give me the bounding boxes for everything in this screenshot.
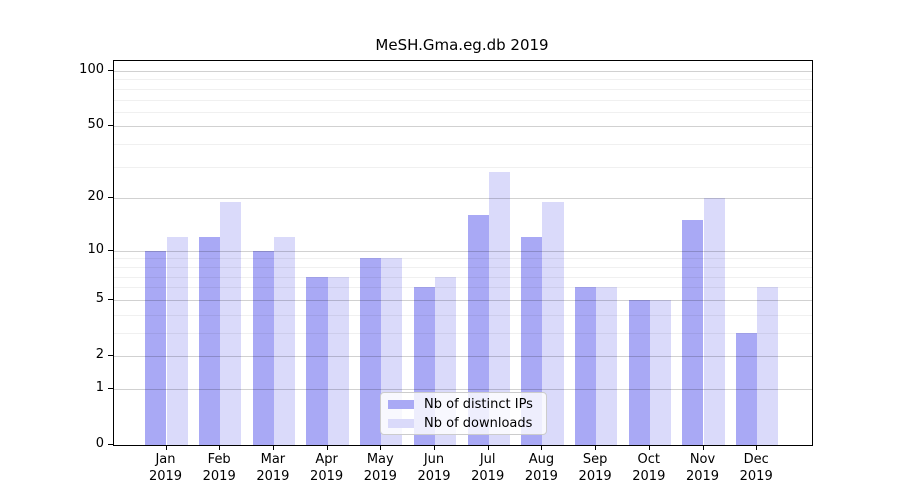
y-tick-label-20: 20: [87, 189, 104, 205]
y-tick-label-100: 100: [79, 62, 104, 77]
x-tick-label-aug: Aug 2019: [524, 452, 558, 484]
x-tick-label-jan: Jan 2019: [148, 452, 183, 484]
bar-downloads-mar: [273, 237, 296, 445]
gridline-minor-80: [114, 88, 812, 90]
gridline-minor-60: [114, 111, 812, 113]
y-tick-label-2: 2: [95, 347, 104, 362]
legend-swatch-distinct-ips: [388, 399, 414, 409]
gridline-major-2: [114, 356, 812, 357]
legend-label-distinct-ips: Nb of distinct IPs: [424, 396, 533, 412]
x-tick-label-sep: Sep 2019: [578, 452, 612, 484]
x-tick-mark-aug: [541, 445, 543, 450]
x-tick-mark-sep: [595, 445, 597, 450]
y-tick-mark-5: [108, 298, 113, 300]
x-tick-label-dec: Dec 2019: [739, 452, 773, 484]
y-tick-mark-50: [108, 125, 113, 127]
bar-distinct-ips-jul: [467, 215, 489, 445]
bar-distinct-ips-mar: [252, 250, 274, 445]
y-tick-mark-1: [108, 387, 113, 389]
x-tick-mark-oct: [648, 445, 650, 450]
y-tick-mark-100: [108, 70, 113, 71]
bar-distinct-ips-may: [360, 258, 382, 445]
y-tick-mark-2: [108, 355, 113, 356]
bar-distinct-ips-apr: [306, 276, 328, 445]
x-tick-label-apr: Apr 2019: [310, 452, 344, 484]
bar-distinct-ips-nov: [682, 220, 704, 445]
gridline-minor-6: [114, 287, 812, 289]
y-tick-mark-10: [108, 249, 113, 251]
gridline-minor-70: [114, 99, 812, 101]
y-tick-label-10: 10: [87, 241, 104, 257]
x-tick-label-nov: Nov 2019: [685, 452, 720, 484]
bar-downloads-jan: [166, 237, 188, 445]
y-tick-label-50: 50: [87, 117, 104, 133]
gridline-major-20: [114, 198, 812, 200]
x-tick-mark-mar: [272, 445, 274, 450]
gridline-minor-9: [114, 258, 812, 260]
y-tick-mark-0: [108, 444, 113, 445]
y-tick-label-5: 5: [95, 290, 104, 306]
legend-swatch-downloads: [388, 418, 414, 428]
x-tick-label-jun: Jun 2019: [417, 452, 451, 484]
legend-label-downloads: Nb of downloads: [424, 415, 533, 431]
gridline-major-10: [114, 250, 812, 252]
x-tick-mark-jan: [165, 445, 167, 450]
x-tick-mark-jun: [434, 445, 435, 450]
x-tick-label-oct: Oct 2019: [632, 452, 666, 484]
gridline-minor-7: [114, 276, 812, 278]
chart-title: MeSH.Gma.eg.db 2019: [375, 36, 549, 54]
bar-downloads-sep: [596, 287, 618, 445]
x-tick-mark-jul: [487, 445, 489, 450]
bar-downloads-apr: [327, 276, 349, 445]
gridline-minor-30: [114, 166, 812, 168]
x-tick-mark-nov: [702, 445, 704, 450]
bar-downloads-nov: [703, 198, 725, 445]
bar-distinct-ips-sep: [574, 287, 597, 445]
bar-distinct-ips-jan: [145, 250, 167, 445]
x-tick-label-jul: Jul 2019: [471, 452, 505, 484]
bar-downloads-feb: [220, 202, 242, 445]
plot-inner: [114, 61, 812, 445]
legend: Nb of distinct IPs Nb of downloads: [380, 392, 547, 435]
y-tick-mark-20: [108, 197, 113, 199]
gridline-major-100: [114, 71, 812, 72]
bar-downloads-dec: [757, 287, 779, 445]
bar-distinct-ips-feb: [199, 237, 221, 445]
y-tick-label-0: 0: [95, 436, 104, 451]
x-tick-label-may: May 2019: [363, 452, 397, 484]
x-tick-mark-apr: [326, 445, 328, 450]
gridline-minor-4: [114, 314, 812, 316]
plot-area: [113, 60, 813, 446]
bar-downloads-aug: [542, 202, 564, 445]
bar-downloads-jul: [488, 172, 510, 445]
bar-distinct-ips-dec: [736, 332, 758, 445]
y-tick-label-1: 1: [95, 379, 104, 395]
gridline-minor-40: [114, 144, 812, 146]
gridline-minor-90: [114, 79, 812, 81]
legend-row-distinct-ips: Nb of distinct IPs: [381, 396, 546, 412]
gridline-major-5: [114, 299, 812, 301]
legend-row-downloads: Nb of downloads: [381, 415, 546, 431]
x-tick-label-feb: Feb 2019: [202, 452, 236, 484]
x-tick-mark-dec: [756, 445, 758, 450]
bar-downloads-oct: [649, 299, 671, 445]
bar-distinct-ips-oct: [628, 299, 650, 445]
x-tick-mark-may: [380, 445, 382, 450]
gridline-major-1: [114, 388, 812, 390]
x-tick-mark-feb: [219, 445, 221, 450]
gridline-minor-8: [114, 266, 812, 268]
gridline-minor-3: [114, 332, 812, 334]
gridline-major-50: [114, 126, 812, 128]
x-tick-label-mar: Mar 2019: [256, 452, 290, 484]
